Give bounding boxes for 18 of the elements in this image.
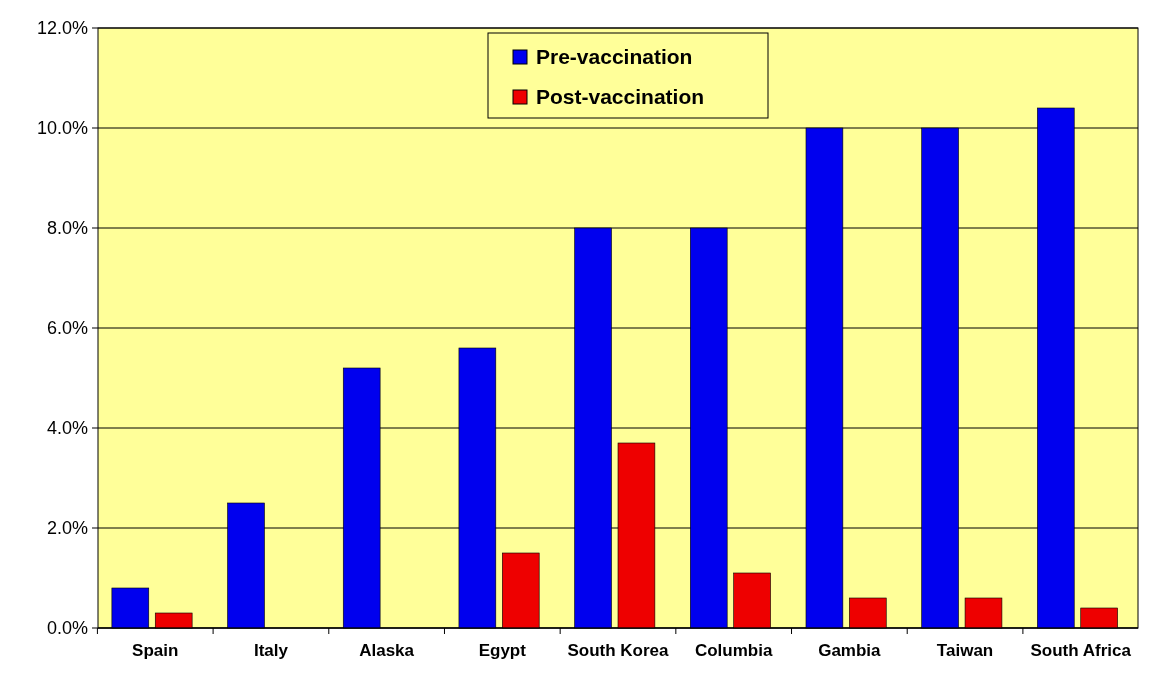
legend-label: Post-vaccination [536, 85, 705, 109]
x-tick-label: Columbia [694, 641, 773, 660]
legend-label: Pre-vaccination [536, 45, 693, 69]
x-tick-label: Alaska [359, 641, 415, 660]
x-tick-label: Taiwan [936, 641, 994, 660]
y-tick-label: 10.0% [36, 118, 88, 139]
y-tick-label: 12.0% [36, 18, 88, 39]
x-tick-label: South Africa [1030, 641, 1132, 660]
x-tick-label: Gambia [818, 641, 882, 660]
x-tick-label: South Korea [567, 641, 670, 660]
y-tick-label: 8.0% [46, 218, 88, 239]
x-tick-label: Egypt [478, 641, 527, 660]
y-tick-label: 0.0% [46, 618, 88, 639]
y-tick-label: 4.0% [46, 418, 88, 439]
x-tick-label: Italy [253, 641, 289, 660]
y-tick-label: 2.0% [46, 518, 88, 539]
x-tick-label: Spain [132, 641, 179, 660]
y-tick-label: 6.0% [46, 318, 88, 339]
